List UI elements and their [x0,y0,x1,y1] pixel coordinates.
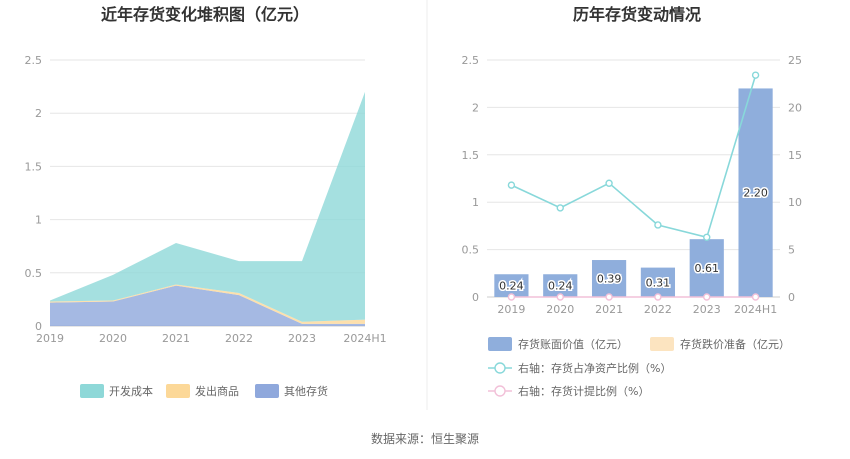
right-y2-tick-label: 20 [788,101,802,114]
legend-label-发出商品: 发出商品 [195,384,239,398]
right-x-tick-label: 2021 [595,303,623,316]
left-y-tick-label: 1 [35,214,42,227]
line-point-右轴：存货计提比例（%） [507,293,516,301]
left-y-axis: 0 0.5 1 1.5 2 2.5 [25,54,43,333]
bar-book-value [738,88,773,297]
bar-value-label: 0.31 [646,276,671,289]
right-x-tick-label: 2024H1 [734,303,777,316]
right-y2-tick-label: 0 [788,291,795,304]
left-y-tick-label: 0.5 [25,267,43,280]
right-y-tick-label: 1 [472,196,479,209]
left-x-tick-label: 2024H1 [343,332,386,345]
right-y-tick-label: 2 [472,101,479,114]
left-x-tick-label: 2019 [36,332,64,345]
right-x-tick-label: 2020 [546,303,574,316]
legend-swatch-开发成本 [80,384,104,398]
legend-label-ratio: 右轴：存货占净资产比例（%） [518,361,671,375]
legend-label-其他存货: 其他存货 [284,384,328,398]
left-x-tick-label: 2021 [162,332,190,345]
bar-value-label: 0.24 [548,280,573,293]
legend-label-book-value: 存货账面价值（亿元） [518,337,628,351]
left-y-tick-label: 1.5 [25,160,43,173]
bar-value-label: 0.24 [499,280,524,293]
right-y2-tick-label: 15 [788,149,802,162]
left-chart-title: 近年存货变化堆积图（亿元） [101,5,309,24]
legend-label-开发成本: 开发成本 [109,384,153,398]
line-point-右轴：存货占净资产比例（%） [507,181,516,189]
line-point-右轴：存货占净资产比例（%） [605,179,613,187]
left-legend: 开发成本 发出商品 其他存货 [80,384,328,398]
right-bar-labels: 0.24 0.24 0.39 0.31 0.61 2.20 [498,185,770,294]
right-gridlines [487,59,780,298]
right-y-tick-label: 0.5 [462,244,480,257]
left-y-tick-label: 2.5 [25,54,43,67]
right-y-tick-label: 2.5 [462,54,480,67]
right-y2-tick-label: 10 [788,196,802,209]
legend-label-impairment: 存货跌价准备（亿元） [680,337,790,351]
right-x-tick-label: 2022 [644,303,672,316]
right-right-y-axis: 0 5 10 15 20 25 [788,54,802,304]
left-x-tick-label: 2020 [99,332,127,345]
line-point-右轴：存货占净资产比例（%） [703,233,711,241]
inventory-stacked-area-chart: 近年存货变化堆积图（亿元） 00.511.522.5 2019 2020 2021 2… [25,5,387,398]
right-x-tick-label: 2023 [693,303,721,316]
right-y2-tick-label: 5 [788,244,795,257]
bar-book-value [640,267,676,297]
bar-value-label: 2.20 [743,187,768,200]
legend-marker-provision [494,385,506,397]
left-x-tick-label: 2023 [288,332,316,345]
legend-swatch-impairment [650,337,674,351]
inventory-change-bar-chart: 历年存货变动情况 0.24 0.24 0.39 0.31 0.61 2.20 0 0.5 1 1… [462,5,803,398]
line-series-右轴：存货占净资产比例（%） [511,74,757,239]
left-area-series [50,91,365,326]
bar-value-label: 0.39 [597,273,622,286]
right-x-axis: 2019 2020 2021 2022 2023 2024H1 [497,303,777,316]
right-y2-tick-label: 25 [788,54,802,67]
right-x-tick-label: 2019 [497,303,525,316]
left-y-tick-label: 2 [35,107,42,120]
legend-marker-ratio [494,362,506,374]
line-point-右轴：存货计提比例（%） [556,293,564,301]
right-line-series [507,71,760,301]
bar-book-value [689,239,724,297]
bar-book-value [543,274,578,297]
right-y-tick-label: 0 [472,291,479,304]
line-point-右轴：存货占净资产比例（%） [654,221,662,229]
legend-swatch-其他存货 [255,384,279,398]
area-series-开发成本 [50,91,365,322]
legend-swatch-发出商品 [166,384,190,398]
left-x-tick-label: 2022 [225,332,253,345]
line-point-右轴：存货计提比例（%） [703,293,711,301]
bar-book-value [494,274,529,297]
right-left-y-axis: 0 0.5 1 1.5 2 2.5 [462,54,480,304]
data-source-label: 数据来源：恒生聚源 [371,431,479,446]
area-series-其他存货 [50,285,365,326]
line-point-右轴：存货计提比例（%） [605,293,613,301]
right-bar-series [494,88,773,297]
legend-label-provision: 右轴：存货计提比例（%） [518,384,649,398]
left-x-axis: 2019 2020 2021 2022 2023 2024H1 [36,332,387,345]
right-chart-title: 历年存货变动情况 [573,5,701,24]
line-point-右轴：存货计提比例（%） [751,293,760,301]
line-point-右轴：存货占净资产比例（%） [556,204,564,212]
right-y-tick-label: 1.5 [462,149,480,162]
right-legend: 存货账面价值（亿元） 存货跌价准备（亿元） 右轴：存货占净资产比例（%） 右轴：存货计… [488,337,790,398]
bar-book-value [591,260,627,297]
bar-value-label: 0.61 [695,262,720,275]
left-y-tick-label: 0 [35,320,42,333]
line-point-右轴：存货占净资产比例（%） [751,71,760,79]
legend-swatch-book-value [488,337,512,351]
line-point-右轴：存货计提比例（%） [654,293,662,301]
